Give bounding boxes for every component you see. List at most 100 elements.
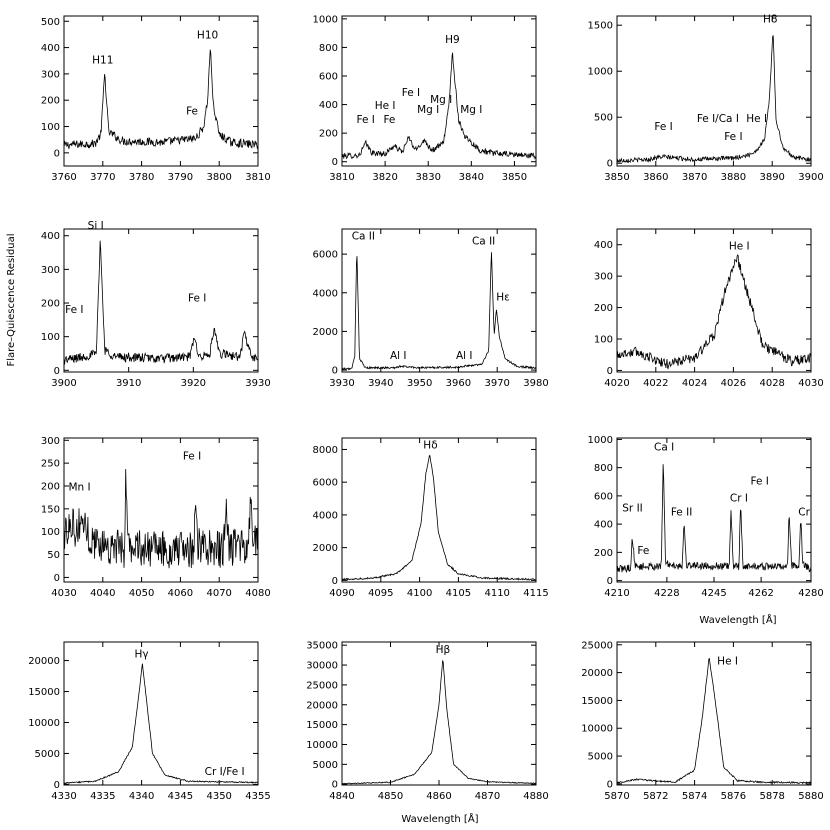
panel-10: 4330 4335 4340 4345 4350 4355 0 5000 10000 15000 2… <box>28 641 271 802</box>
panel-3: 3850 3860 3870 3880 3890 3900 0 500 1000 1500 Fe I… <box>588 13 824 183</box>
y-tick-label: 25000 <box>306 680 338 691</box>
x-tick-label: 5874 <box>682 791 707 802</box>
x-tick-label: 4340 <box>129 791 154 802</box>
y-tick-label: 5000 <box>588 752 613 763</box>
x-tick-label: 4040 <box>90 588 115 599</box>
x-tick-label: 3870 <box>682 172 707 183</box>
y-tick-label: 15000 <box>306 720 338 731</box>
x-tick-label: 3810 <box>245 172 270 183</box>
y-tick-label: 10000 <box>28 718 60 729</box>
x-tick-label: 5870 <box>604 791 629 802</box>
y-tick-label: 400 <box>41 43 60 54</box>
x-tick-label: 5872 <box>643 791 668 802</box>
panel-frame <box>616 15 812 167</box>
y-tick-label: 500 <box>41 17 60 28</box>
x-tick-label: 3880 <box>721 172 746 183</box>
y-tick-label: 100 <box>41 332 60 343</box>
x-tick-label: 3900 <box>798 172 823 183</box>
y-tick-label: 100 <box>41 122 60 133</box>
line-annotation: Ca II <box>472 235 495 247</box>
line-annotation: Mg I <box>417 104 439 116</box>
x-tick-label: 4115 <box>523 588 548 599</box>
y-tick-label: 0 <box>54 366 60 377</box>
y-tick-label: 6000 <box>313 478 338 489</box>
x-tick-label: 4024 <box>682 378 707 389</box>
panel-frame <box>63 228 259 373</box>
x-tick-label: 4228 <box>654 588 679 599</box>
y-tick-label: 2000 <box>313 543 338 554</box>
y-tick-label: 0 <box>332 780 338 791</box>
spectrum-line <box>342 252 536 371</box>
line-annotation: Fe I <box>188 292 206 304</box>
spectrum-line <box>342 454 536 582</box>
y-tick-label: 4000 <box>313 288 338 299</box>
y-tick-label: 800 <box>594 463 613 474</box>
x-tick-label: 3850 <box>502 172 527 183</box>
x-tick-label: 4026 <box>721 378 746 389</box>
line-annotation: Mg I <box>460 104 482 116</box>
x-tick-label: 3980 <box>523 378 548 389</box>
x-tick-label: 3820 <box>372 172 397 183</box>
x-tick-label: 3770 <box>90 172 115 183</box>
y-tick-label: 800 <box>319 43 338 54</box>
x-tick-label: 3920 <box>181 378 206 389</box>
x-tick-label: 4262 <box>748 588 773 599</box>
line-annotation: Fe I <box>357 114 375 126</box>
x-tick-label: 4095 <box>368 588 393 599</box>
x-tick-label: 5878 <box>759 791 784 802</box>
x-tick-label: 3760 <box>51 172 76 183</box>
panel-7: 4030 4040 4050 4060 4070 4080 0 50 100 150 200 250 3… <box>41 436 271 599</box>
panel-11: 4840 4850 4860 4870 4880 0 5000 10000 15000 20000… <box>306 641 549 802</box>
panel-6: 4020 4022 4024 4026 4028 4030 0 100 200 300 400 He … <box>594 228 824 389</box>
line-annotation: Hδ <box>423 440 437 452</box>
figure-y-axis-label: Flare–Quiescence Residual <box>6 233 17 366</box>
y-tick-label: 0 <box>607 576 613 587</box>
y-tick-label: 20000 <box>28 656 60 667</box>
y-tick-label: 100 <box>594 335 613 346</box>
line-annotation: Fe <box>637 545 649 557</box>
x-tick-label: 4245 <box>701 588 726 599</box>
x-tick-label: 4840 <box>329 791 354 802</box>
line-annotation: Cr I/Fe I <box>205 766 245 778</box>
y-tick-label: 30000 <box>306 661 338 672</box>
y-tick-label: 10000 <box>581 724 613 735</box>
x-tick-label: 4050 <box>129 588 154 599</box>
y-tick-label: 25000 <box>581 640 613 651</box>
x-tick-label: 3850 <box>604 172 629 183</box>
panel-12: 5870 5872 5874 5876 5878 5880 0 5000 10000 15000 2… <box>581 640 824 802</box>
x-tick-label: 5880 <box>798 791 823 802</box>
spectrum-line <box>617 464 811 574</box>
x-tick-label: 3910 <box>116 378 141 389</box>
line-annotation: Cr <box>798 507 810 519</box>
spectrum-line <box>342 52 536 160</box>
panel-4: 3900 3910 3920 3930 0 100 200 300 400 Fe I Si I Fe … <box>41 220 271 389</box>
line-annotation: He I <box>746 113 767 125</box>
y-tick-label: 0 <box>54 573 60 584</box>
line-annotation: Fe I <box>751 476 769 488</box>
x-tick-label: 4335 <box>90 791 115 802</box>
line-annotation: Mg I <box>430 94 452 106</box>
line-annotation: H10 <box>197 29 218 41</box>
x-tick-label: 4030 <box>798 378 823 389</box>
line-annotation: He I <box>375 100 396 112</box>
x-tick-label: 3810 <box>329 172 354 183</box>
line-annotation: Ca I <box>654 442 674 454</box>
y-tick-label: 200 <box>41 96 60 107</box>
line-annotation: Fe I <box>183 450 201 462</box>
y-tick-label: 200 <box>319 129 338 140</box>
x-tick-label: 3800 <box>206 172 231 183</box>
x-tick-label: 4280 <box>798 588 823 599</box>
panel-8: 4090 4095 4100 4105 4110 4115 0 2000 4000 6000 800… <box>313 437 549 599</box>
y-tick-label: 400 <box>594 240 613 251</box>
x-tick-label: 3930 <box>245 378 270 389</box>
line-annotation: He I <box>717 655 738 667</box>
spectrum-line <box>64 468 258 569</box>
line-annotation: Mn I <box>68 482 90 494</box>
line-annotation: Fe I <box>724 131 742 143</box>
line-annotation: Fe I <box>402 87 420 99</box>
line-annotation: Fe I <box>65 304 83 316</box>
x-tick-label: 4100 <box>407 588 432 599</box>
x-tick-label: 5876 <box>721 791 746 802</box>
x-tick-label: 4870 <box>475 791 500 802</box>
x-tick-label: 3930 <box>329 378 354 389</box>
